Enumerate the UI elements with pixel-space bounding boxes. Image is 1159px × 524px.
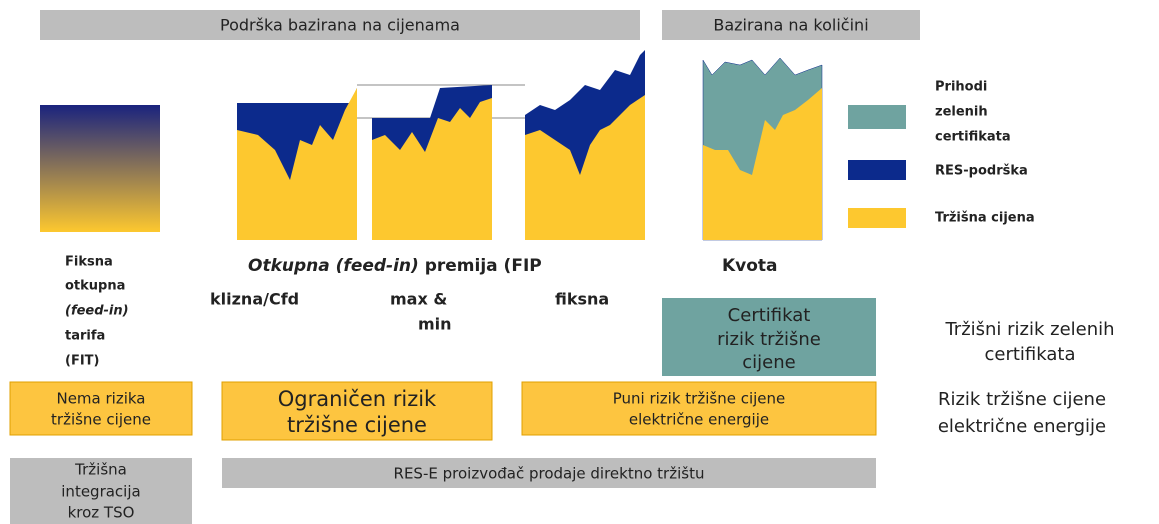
risk-text: tržišne cijene xyxy=(287,413,427,437)
legend-label: RES-podrška xyxy=(935,164,1028,179)
scheme-label: max & xyxy=(390,290,447,309)
integration-box xyxy=(222,458,876,488)
market-price-area xyxy=(237,88,357,240)
header-bar xyxy=(662,10,920,40)
risk-box xyxy=(221,381,493,441)
header-text: Podrška bazirana na cijenama xyxy=(220,16,460,35)
integration-text: kroz TSO xyxy=(68,504,135,522)
risk-text: Nema rizika xyxy=(56,390,145,408)
header-text: Bazirana na količini xyxy=(713,16,868,35)
legend-label: Prihodi xyxy=(935,80,987,95)
fip-heading-rest: premija (FIP xyxy=(425,256,542,276)
legend-label: certifikata xyxy=(935,130,1011,145)
integration-text: integracija xyxy=(61,483,140,501)
risk-label: certifikata xyxy=(985,344,1076,365)
scheme-label: Kvota xyxy=(722,256,778,276)
scheme-label: Fiksna xyxy=(65,255,113,270)
scheme-label: min xyxy=(418,315,452,334)
market-price-area xyxy=(372,98,492,240)
market-price-area xyxy=(525,95,645,240)
risk-text: tržišne cijene xyxy=(51,411,151,429)
risk-text: električne energije xyxy=(629,411,769,429)
certificate-text: rizik tržišne xyxy=(717,329,821,350)
scheme-label: otkupna xyxy=(65,279,125,294)
risk-label: Tržišni rizik zelenih xyxy=(944,319,1114,340)
integration-text: Tržišna xyxy=(74,461,127,479)
certificate-box xyxy=(662,298,876,376)
certificate-text: Certifikat xyxy=(728,305,811,326)
certificate-text: cijene xyxy=(742,352,795,373)
risk-box xyxy=(521,381,877,436)
scheme-label: (feed-in) xyxy=(65,304,129,319)
integration-text: RES-E proizvođač prodaje direktno tržišt… xyxy=(394,465,705,483)
risk-label: električne energije xyxy=(938,416,1106,437)
legend-swatch xyxy=(848,160,906,180)
legend-swatch xyxy=(848,105,906,129)
fit-graphic xyxy=(40,105,160,232)
risk-label: Rizik tržišne cijene xyxy=(938,389,1106,410)
legend-label: Tržišna cijena xyxy=(935,211,1035,226)
scheme-label: (FIT) xyxy=(65,354,99,369)
risk-box xyxy=(9,381,193,436)
header-bar xyxy=(40,10,640,40)
scheme-label: tarifa xyxy=(65,329,105,344)
fip-heading-italic: Otkupna (feed-in) xyxy=(248,256,419,276)
fip-heading: Otkupna (feed-in) premija (FIP xyxy=(248,256,542,276)
legend-label: zelenih xyxy=(935,105,988,120)
legend-swatch xyxy=(848,208,906,228)
market-price-area xyxy=(703,88,822,240)
risk-text: Puni rizik tržišne cijene xyxy=(613,390,786,408)
scheme-label: fiksna xyxy=(555,290,609,309)
integration-box xyxy=(10,458,192,524)
risk-text: Ograničen rizik xyxy=(278,387,437,411)
scheme-label: klizna/Cfd xyxy=(210,290,299,309)
